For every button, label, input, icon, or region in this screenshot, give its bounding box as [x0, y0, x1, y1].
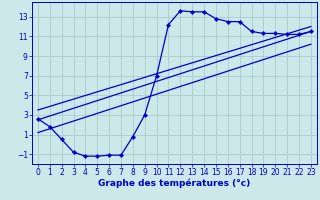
X-axis label: Graphe des températures (°c): Graphe des températures (°c)	[98, 179, 251, 188]
